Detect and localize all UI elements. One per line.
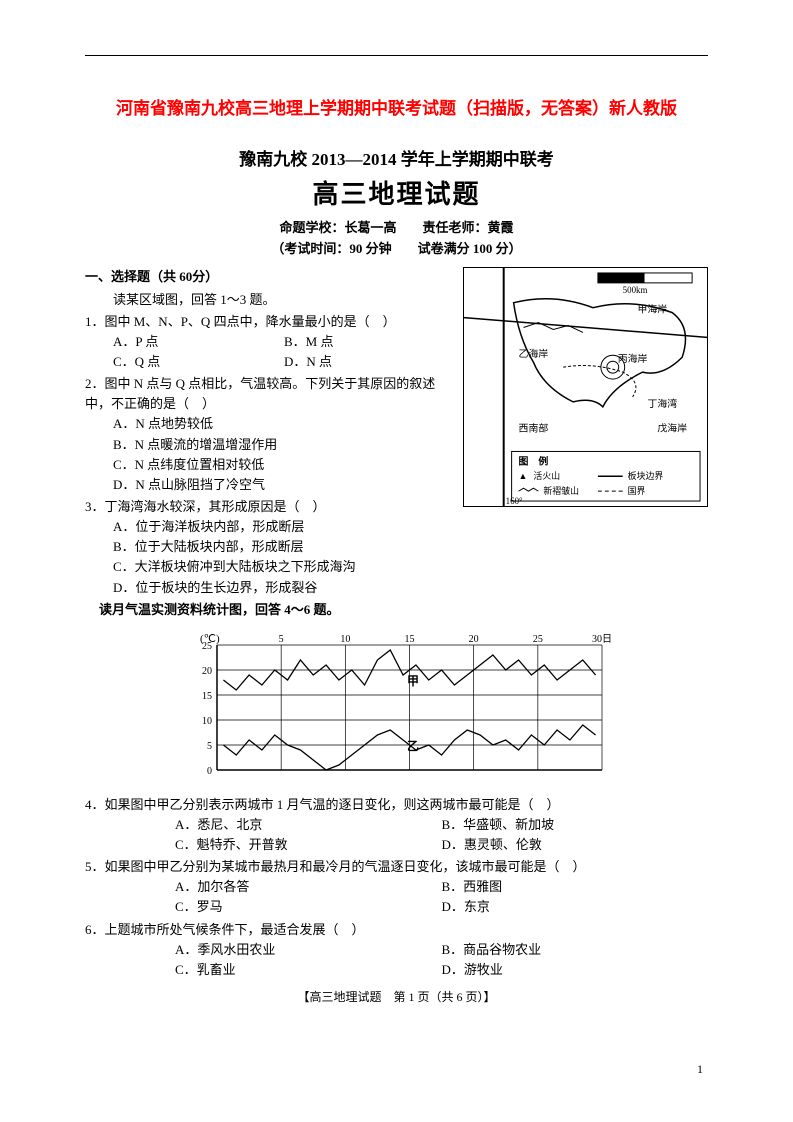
svg-text:乙海岸: 乙海岸 <box>519 348 549 361</box>
q2-stem: 2．图中 N 点与 Q 点相比，气温较高。下列关于其原因的叙述中，不正确的是（ … <box>85 374 455 414</box>
map-svg: 500km 甲海岸 乙海岸 丙海岸 丁海湾 戊海岸 西南部 图 例 ▲ 活火山 … <box>464 268 707 506</box>
q5-opt-a: A．加尔各答 <box>175 877 442 897</box>
page-footer: 【高三地理试题 第 1 页（共 6 页）】 <box>85 988 708 1007</box>
exam-title: 高三地理试题 <box>85 174 708 211</box>
svg-text:板块边界: 板块边界 <box>628 471 664 482</box>
svg-text:20: 20 <box>202 666 212 677</box>
svg-text:丁海湾: 丁海湾 <box>647 397 677 410</box>
q3-stem: 3．丁海湾海水较深，其形成原因是（ ） <box>85 497 455 517</box>
q3-opt-a: A．位于海洋板块内部，形成断层 <box>85 517 455 537</box>
svg-text:▲: ▲ <box>519 472 528 482</box>
instruction-2: 读月气温实测资料统计图，回答 4～6 题。 <box>85 600 455 620</box>
map-figure: 500km 甲海岸 乙海岸 丙海岸 丁海湾 戊海岸 西南部 图 例 ▲ 活火山 … <box>463 267 708 507</box>
svg-text:0: 0 <box>207 766 212 777</box>
svg-text:新褶皱山: 新褶皱山 <box>543 485 579 496</box>
svg-text:25: 25 <box>532 634 542 645</box>
time-line: （考试时间：90 分钟 试卷满分 100 分） <box>85 238 708 257</box>
q5-opt-d: D．东京 <box>442 897 709 917</box>
document-title: 河南省豫南九校高三地理上学期期中联考试题（扫描版，无答案）新人教版 <box>85 90 708 127</box>
q2-opt-b: B．N 点暖流的增温增湿作用 <box>85 435 455 455</box>
q4-opt-a: A．悉尼、北京 <box>175 815 442 835</box>
header-rule <box>85 55 708 56</box>
svg-text:15: 15 <box>202 691 212 702</box>
q2-opt-d: D．N 点山脉阻挡了冷空气 <box>85 475 455 495</box>
svg-text:5: 5 <box>207 741 212 752</box>
q1-opt-b: B．M 点 <box>284 332 455 352</box>
svg-text:丙海岸: 丙海岸 <box>618 353 648 366</box>
svg-text:160°: 160° <box>506 496 523 506</box>
section-heading: 一、选择题（共 60分） <box>85 267 455 287</box>
q6-opt-b: B．商品谷物农业 <box>442 940 709 960</box>
svg-text:25: 25 <box>202 641 212 652</box>
q6-opt-d: D．游牧业 <box>442 960 709 980</box>
q1-opt-c: C．Q 点 <box>113 352 284 372</box>
q3-opt-c: C．大洋板块俯冲到大陆板块之下形成海沟 <box>85 557 455 577</box>
school-line: 命题学校：长葛一高 责任老师：黄霞 <box>85 217 708 236</box>
svg-text:甲: 甲 <box>407 674 419 688</box>
q5-opt-b: B．西雅图 <box>442 877 709 897</box>
svg-text:戊海岸: 戊海岸 <box>657 422 687 435</box>
question-5: 5．如果图中甲乙分别为某城市最热月和最冷月的气温逐日变化，该城市最可能是（ ） … <box>85 857 708 917</box>
svg-text:15: 15 <box>404 634 414 645</box>
question-6: 6．上题城市所处气候条件下，最适合发展（ ） A．季风水田农业 B．商品谷物农业… <box>85 920 708 980</box>
q3-opt-d: D．位于板块的生长边界，形成裂谷 <box>85 578 455 598</box>
svg-text:乙: 乙 <box>407 739 419 753</box>
q3-opt-b: B．位于大陆板块内部，形成断层 <box>85 537 455 557</box>
temperature-chart: (℃) 0510152025 51015202530日 甲 乙 <box>182 630 612 785</box>
question-1: 1．图中 M、N、P、Q 四点中，降水量最小的是（ ） A．P 点 B．M 点 … <box>85 312 455 372</box>
svg-text:活火山: 活火山 <box>533 471 560 482</box>
svg-text:国界: 国界 <box>628 486 646 496</box>
svg-text:5: 5 <box>278 634 283 645</box>
q6-opt-c: C．乳畜业 <box>175 960 442 980</box>
q4-stem: 4．如果图中甲乙分别表示两城市 1 月气温的逐日变化，则这两城市最可能是（ ） <box>85 795 708 815</box>
svg-text:10: 10 <box>202 716 212 727</box>
q6-stem: 6．上题城市所处气候条件下，最适合发展（ ） <box>85 920 708 940</box>
instruction-1: 读某区域图，回答 1～3 题。 <box>85 290 455 310</box>
chart-svg: (℃) 0510152025 51015202530日 甲 乙 <box>182 630 612 785</box>
questions-left: 一、选择题（共 60分） 读某区域图，回答 1～3 题。 1．图中 M、N、P、… <box>85 267 455 621</box>
svg-text:20: 20 <box>468 634 478 645</box>
svg-text:30日: 30日 <box>592 634 612 645</box>
q5-stem: 5．如果图中甲乙分别为某城市最热月和最冷月的气温逐日变化，该城市最可能是（ ） <box>85 857 708 877</box>
question-2: 2．图中 N 点与 Q 点相比，气温较高。下列关于其原因的叙述中，不正确的是（ … <box>85 374 455 495</box>
q1-stem: 1．图中 M、N、P、Q 四点中，降水量最小的是（ ） <box>85 312 455 332</box>
svg-text:西南部: 西南部 <box>519 422 549 435</box>
page-number: 1 <box>697 1062 703 1077</box>
q2-opt-a: A．N 点地势较低 <box>85 414 455 434</box>
q4-opt-b: B．华盛顿、新加坡 <box>442 815 709 835</box>
scale-label: 500km <box>623 285 648 295</box>
question-4: 4．如果图中甲乙分别表示两城市 1 月气温的逐日变化，则这两城市最可能是（ ） … <box>85 795 708 855</box>
svg-text:10: 10 <box>340 634 350 645</box>
svg-text:甲海岸: 甲海岸 <box>638 303 668 316</box>
q6-opt-a: A．季风水田农业 <box>175 940 442 960</box>
q1-opt-d: D．N 点 <box>284 352 455 372</box>
exam-header: 豫南九校 2013—2014 学年上学期期中联考 <box>85 145 708 170</box>
q4-opt-c: C．魁特乔、开普敦 <box>175 835 442 855</box>
svg-text:图 例: 图 例 <box>519 455 549 468</box>
q5-opt-c: C．罗马 <box>175 897 442 917</box>
content-row: 一、选择题（共 60分） 读某区域图，回答 1～3 题。 1．图中 M、N、P、… <box>85 267 708 621</box>
q1-opt-a: A．P 点 <box>113 332 284 352</box>
questions-lower: 4．如果图中甲乙分别表示两城市 1 月气温的逐日变化，则这两城市最可能是（ ） … <box>85 795 708 1007</box>
question-3: 3．丁海湾海水较深，其形成原因是（ ） A．位于海洋板块内部，形成断层 B．位于… <box>85 497 455 598</box>
q4-opt-d: D．惠灵顿、伦敦 <box>442 835 709 855</box>
q2-opt-c: C．N 点纬度位置相对较低 <box>85 455 455 475</box>
